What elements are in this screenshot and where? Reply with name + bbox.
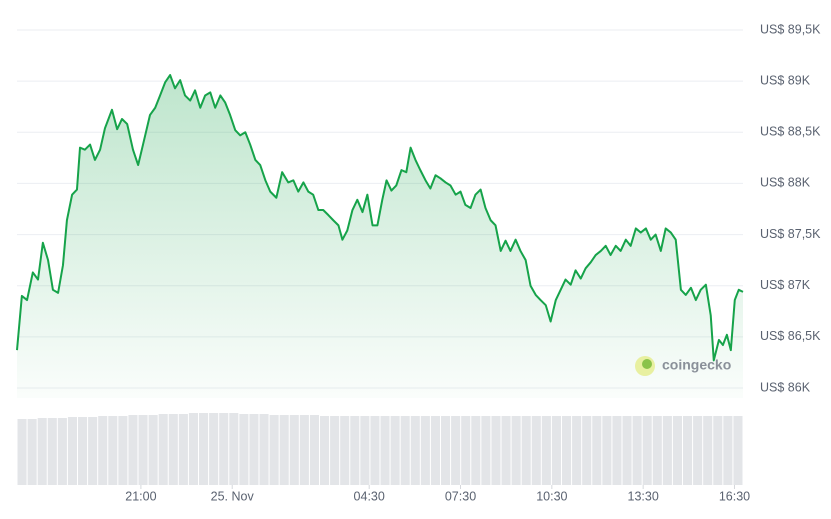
volume-bar (632, 416, 642, 485)
y-tick-label: US$ 89,5K (760, 22, 821, 36)
volume-bar (420, 416, 430, 485)
volume-bar (481, 416, 491, 485)
volume-bar (622, 416, 632, 485)
watermark: coingecko (635, 356, 731, 376)
volume-bar (592, 416, 602, 485)
volume-bar (360, 416, 370, 485)
x-tick-label: 21:00 (125, 489, 156, 503)
volume-bar (491, 416, 501, 485)
volume-bar (118, 416, 128, 485)
volume-bar (229, 413, 239, 485)
volume-bar (168, 414, 178, 485)
volume-bar (330, 416, 340, 485)
volume-bar (451, 416, 461, 485)
volume-bar (98, 416, 108, 485)
x-tick-label: 25. Nov (211, 489, 255, 503)
y-tick-label: US$ 89K (760, 73, 811, 87)
volume-bar (612, 416, 622, 485)
volume-bar (279, 415, 289, 485)
volume-bar (88, 417, 98, 485)
volume-bar (430, 416, 440, 485)
volume-bar (400, 416, 410, 485)
y-tick-label: US$ 88,5K (760, 125, 821, 139)
volume-bar (289, 415, 299, 485)
volume-bar (340, 416, 350, 485)
volume-bar (27, 419, 37, 485)
volume-bar (299, 415, 309, 485)
volume-bar (219, 413, 229, 485)
volume-bar (683, 416, 693, 485)
volume-bar (390, 416, 400, 485)
volume-bar (380, 416, 390, 485)
y-tick-label: US$ 86K (760, 380, 811, 394)
volume-bar (370, 416, 380, 485)
volume-bar (410, 416, 420, 485)
volume-bar (652, 416, 662, 485)
volume-bar (350, 416, 360, 485)
plot (16, 74, 744, 398)
volume-bar (78, 417, 88, 485)
volume-bar (572, 416, 582, 485)
y-tick-label: US$ 88K (760, 176, 811, 190)
y-tick-label: US$ 86,5K (760, 329, 821, 343)
volume-bar (47, 418, 57, 485)
volume-bar (693, 416, 703, 485)
volume-bar (188, 413, 198, 485)
volume-bar (309, 415, 319, 485)
volume-bar (521, 416, 531, 485)
x-tick-label: 16:30 (719, 489, 750, 503)
price-line (16, 74, 744, 362)
volume-bar (57, 418, 67, 485)
volume-bar (733, 416, 743, 485)
volume-bar (249, 414, 259, 485)
volume-bar (37, 418, 47, 485)
volume-bar (178, 414, 188, 485)
x-tick-label: 07:30 (445, 489, 476, 503)
volume-bar (158, 414, 168, 485)
volume-bar (17, 419, 27, 485)
volume-bar (67, 417, 77, 485)
volume-bar (672, 416, 682, 485)
watermark-text: coingecko (662, 357, 731, 373)
volume-bar (511, 416, 521, 485)
volume-bar (642, 416, 652, 485)
volume-bar (108, 416, 118, 485)
logo-eye (642, 359, 652, 369)
volume-bar (471, 416, 481, 485)
volume-bar (148, 415, 158, 485)
volume-bar (562, 416, 572, 485)
volume-bar (602, 416, 612, 485)
y-tick-label: US$ 87,5K (760, 227, 821, 241)
grid: US$ 86K US$ 86,5K US$ 87K US$ 87,5K US$ 88K U… (17, 22, 821, 503)
volume (17, 413, 743, 485)
volume-bar (269, 415, 279, 485)
volume-bar (441, 416, 451, 485)
volume-bar (723, 416, 733, 485)
volume-bar (128, 415, 138, 485)
volume-bar (551, 416, 561, 485)
x-tick-label: 10:30 (536, 489, 567, 503)
volume-bar (199, 413, 209, 485)
area-fill (17, 75, 743, 398)
volume-bar (138, 415, 148, 485)
volume-bar (501, 416, 511, 485)
volume-bar (531, 416, 541, 485)
volume-bar (461, 416, 471, 485)
volume-bar (209, 413, 219, 485)
volume-bar (703, 416, 713, 485)
volume-bar (582, 416, 592, 485)
volume-bar (259, 414, 269, 485)
volume-bar (239, 414, 249, 485)
y-tick-label: US$ 87K (760, 278, 811, 292)
x-tick-label: 04:30 (354, 489, 385, 503)
volume-bar (320, 416, 330, 485)
volume-bar (662, 416, 672, 485)
volume-bar (713, 416, 723, 485)
x-tick-label: 13:30 (628, 489, 659, 503)
volume-bar (541, 416, 551, 485)
